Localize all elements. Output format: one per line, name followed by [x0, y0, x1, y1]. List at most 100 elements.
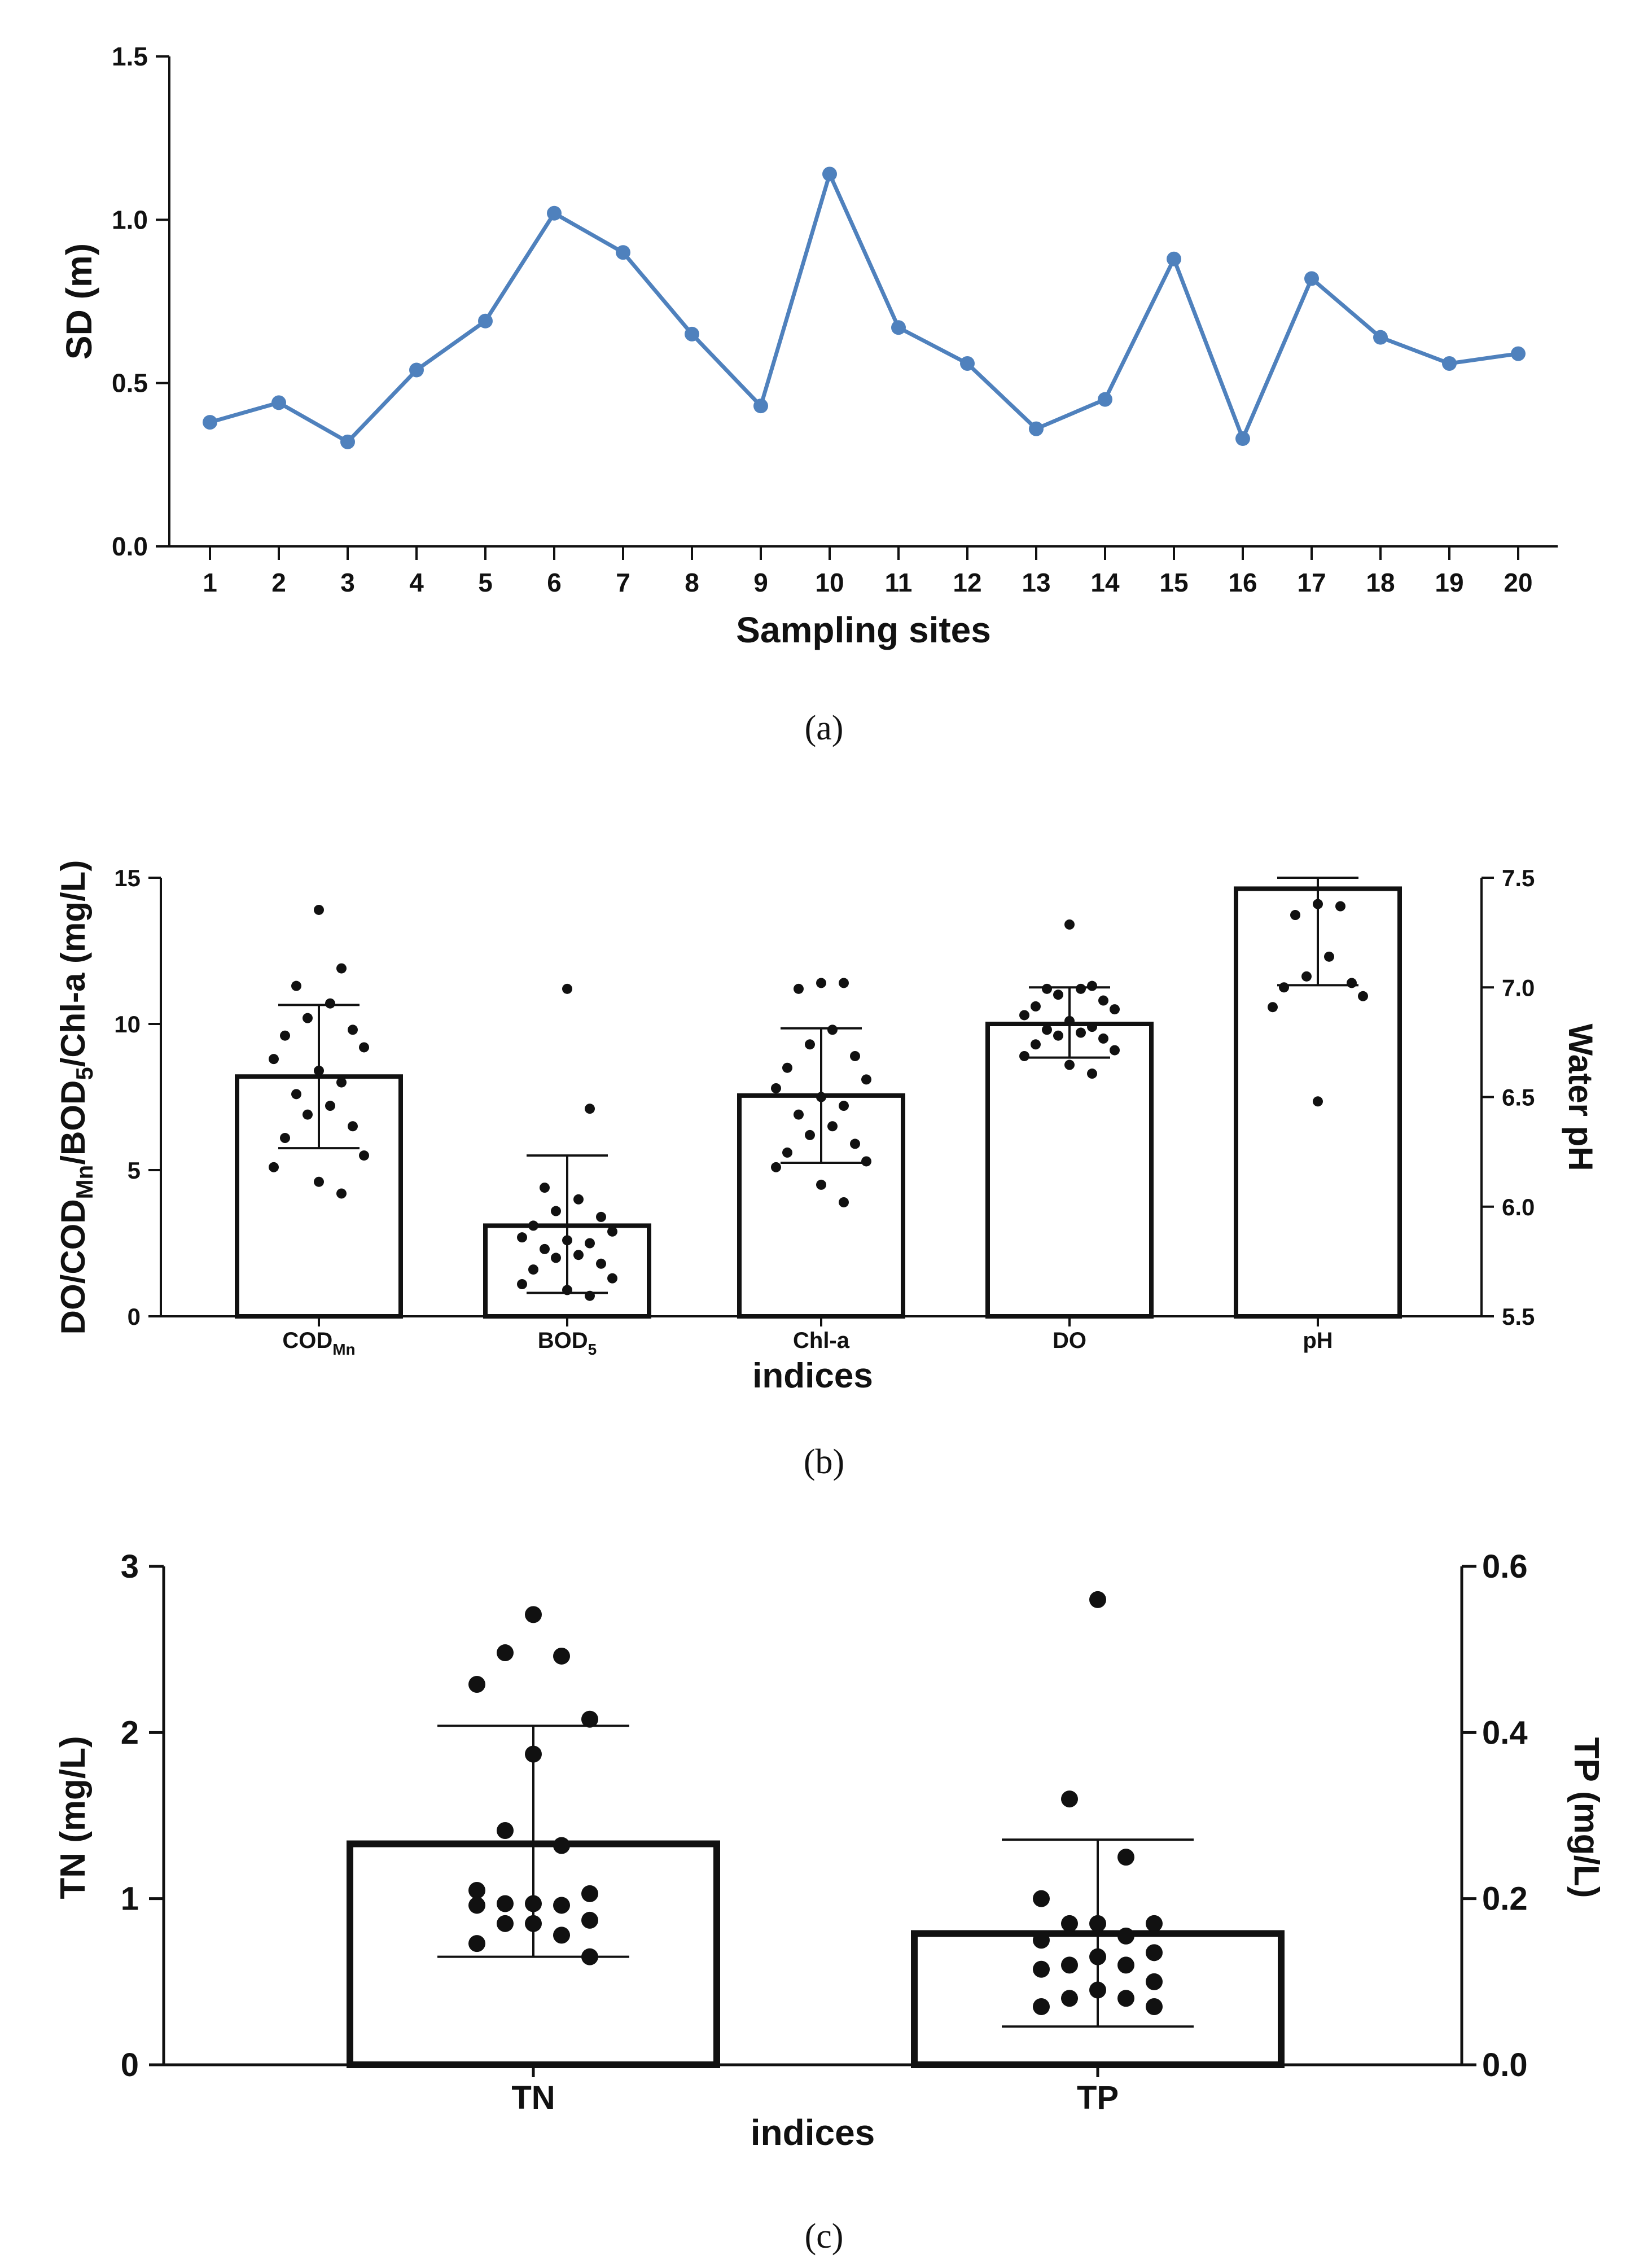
x-tick-label: 19	[1435, 568, 1463, 597]
panel-a-sd-chart: 0.00.51.01.51 2 3 4 5 6 7 8 9 10 11 12 13 14 15 16 17 18 1…	[59, 42, 1558, 650]
data-point-Chl-a	[794, 983, 804, 994]
data-point-DO	[1019, 1010, 1029, 1021]
data-point-DO	[1110, 1004, 1120, 1015]
sd-data-point	[203, 415, 217, 430]
data-point-CODMn	[359, 1150, 369, 1161]
data-point-BOD5	[585, 1238, 595, 1249]
data-point-DO	[1110, 1045, 1120, 1056]
y-tick-label: 5	[128, 1157, 141, 1184]
data-point-TN	[581, 1885, 598, 1902]
data-point-DO	[1053, 1030, 1063, 1041]
caption-b: (b)	[804, 1443, 844, 1481]
data-point-Chl-a	[839, 1197, 849, 1207]
x-axis-title: Sampling sites	[736, 610, 991, 650]
y2-tick-label: 0.6	[1482, 1548, 1528, 1585]
sd-data-point	[409, 362, 424, 378]
data-point-TN	[525, 1606, 542, 1623]
data-point-CODMn	[325, 998, 335, 1009]
data-point-Chl-a	[839, 1101, 849, 1111]
x-tick-label: pH	[1303, 1328, 1333, 1353]
sd-data-point	[340, 434, 355, 449]
y-tick-label: 2	[121, 1714, 139, 1751]
data-point-DO	[1053, 989, 1063, 1000]
data-point-BOD5	[540, 1183, 550, 1193]
data-point-CODMn	[291, 980, 301, 991]
y-tick-label: 1.5	[112, 42, 148, 71]
data-point-DO	[1042, 983, 1052, 994]
data-point-BOD5	[528, 1264, 538, 1275]
data-point-BOD5	[596, 1211, 606, 1222]
data-point-Chl-a	[816, 1092, 826, 1102]
y-tick-label: 0.5	[112, 369, 148, 398]
data-point-DO	[1031, 1039, 1041, 1050]
data-point-TN	[497, 1822, 514, 1839]
x-tick-label: 14	[1090, 568, 1120, 597]
sd-data-point	[1029, 421, 1044, 436]
data-point-Chl-a	[861, 1074, 871, 1085]
data-point-BOD5	[551, 1206, 561, 1216]
data-point-Chl-a	[782, 1062, 792, 1073]
x-tick-label: 12	[953, 568, 981, 597]
data-point-TN	[553, 1837, 570, 1854]
y-axis-title: DO/CODMn/BOD5/Chl-a (mg/L)	[54, 860, 98, 1335]
data-point-BOD5	[517, 1279, 527, 1290]
data-point-TN	[497, 1644, 514, 1662]
x-tick-label: 4	[409, 568, 424, 597]
data-point-CODMn	[303, 1109, 313, 1120]
data-point-Chl-a	[782, 1147, 792, 1158]
sd-data-point	[891, 320, 906, 335]
sd-data-point	[478, 313, 493, 329]
data-point-pH	[1290, 910, 1300, 921]
data-point-Chl-a	[861, 1156, 871, 1167]
data-point-Chl-a	[771, 1083, 781, 1093]
data-point-CODMn	[348, 1121, 358, 1132]
sd-data-point	[685, 326, 699, 341]
x-tick-label: 2	[271, 568, 286, 597]
data-point-CODMn	[336, 1188, 347, 1199]
sd-data-point	[1511, 346, 1526, 361]
panel-c-nutrients-chart: 0 1 2 3 0.0 0.2 0.4 0.6 TN TP indices TN (mg/L) TP (…	[54, 1548, 1606, 2153]
data-point-TP	[1061, 1990, 1078, 2007]
data-point-CODMn	[291, 1089, 301, 1100]
data-point-TP	[1033, 1890, 1050, 1907]
data-point-CODMn	[269, 1054, 279, 1065]
data-point-DO	[1087, 1022, 1097, 1032]
x-tick-label: 3	[340, 568, 355, 597]
data-point-Chl-a	[850, 1050, 860, 1061]
x-tick-label: TN	[511, 2079, 555, 2116]
y-tick-label: 1	[121, 1881, 139, 1917]
data-point-Chl-a	[794, 1109, 804, 1120]
data-point-BOD5	[573, 1250, 584, 1260]
y2-tick-label: 6.0	[1502, 1194, 1535, 1220]
x-tick-label: 17	[1297, 568, 1326, 597]
y-tick-label: 15	[114, 865, 141, 891]
x-axis-title: indices	[751, 2112, 875, 2153]
x-tick-label: 11	[885, 568, 913, 597]
data-point-BOD5	[517, 1232, 527, 1243]
data-point-DO	[1064, 1059, 1075, 1070]
data-point-CODMn	[359, 1042, 369, 1053]
data-point-BOD5	[596, 1258, 606, 1269]
data-point-CODMn	[314, 1176, 324, 1187]
data-point-TN	[468, 1897, 485, 1914]
y2-tick-label: 0.2	[1482, 1881, 1528, 1917]
data-point-TP	[1033, 1998, 1050, 2015]
data-point-pH	[1301, 971, 1312, 982]
x-tick-label: TP	[1077, 2079, 1119, 2116]
data-point-TN	[468, 1881, 485, 1899]
data-point-DO	[1064, 919, 1075, 930]
data-point-TP	[1089, 1981, 1106, 1999]
data-point-TN	[525, 1745, 542, 1763]
data-point-TN	[581, 1948, 598, 1965]
data-point-DO	[1042, 1024, 1052, 1035]
sd-data-point	[1235, 431, 1250, 446]
data-point-pH	[1335, 901, 1345, 912]
data-point-pH	[1279, 982, 1289, 993]
data-point-CODMn	[336, 1077, 347, 1088]
y2-tick-label: 7.5	[1502, 865, 1535, 891]
data-point-BOD5	[607, 1273, 617, 1284]
data-point-TP	[1146, 1998, 1163, 2015]
data-point-Chl-a	[850, 1139, 860, 1149]
data-point-pH	[1268, 1002, 1278, 1013]
data-point-BOD5	[585, 1290, 595, 1301]
